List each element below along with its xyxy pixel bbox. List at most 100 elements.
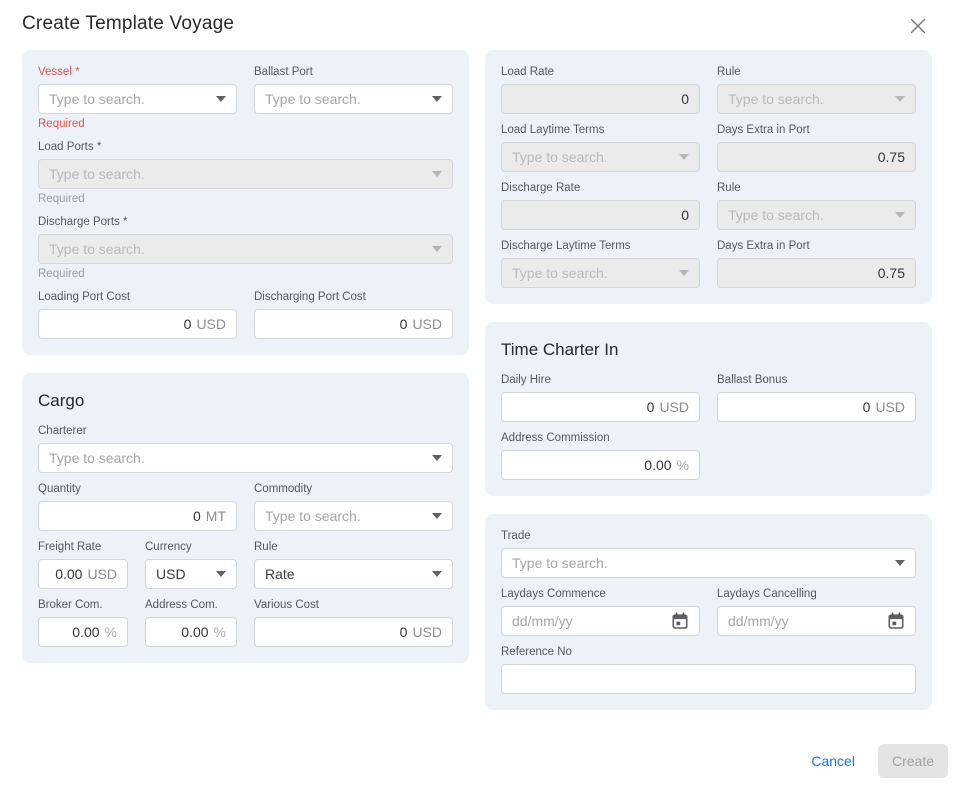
address-com-input[interactable]: 0.00 % — [145, 617, 237, 647]
left-column: Vessel * Type to search. Required Ballas… — [22, 50, 469, 728]
laydays-cancelling-input[interactable]: dd/mm/yy — [717, 606, 916, 636]
load-days-extra-field: Days Extra in Port 0.75 — [717, 124, 916, 172]
chevron-down-icon — [895, 212, 905, 218]
broker-com-value: 0.00 — [72, 624, 100, 640]
various-cost-field: Various Cost 0 USD — [254, 599, 453, 647]
various-cost-label: Various Cost — [254, 599, 319, 611]
close-icon — [910, 18, 926, 37]
time-charter-in-heading: Time Charter In — [501, 340, 619, 359]
laydays-cancelling-placeholder: dd/mm/yy — [728, 613, 789, 629]
discharge-rule-select: Type to search. — [717, 200, 916, 230]
discharge-rate-field: Discharge Rate 0 — [501, 182, 700, 230]
load-rule-field: Rule Type to search. — [717, 66, 916, 114]
discharging-port-cost-input[interactable]: 0 USD — [254, 309, 453, 339]
chevron-down-icon — [216, 571, 226, 577]
voyage-panel: Vessel * Type to search. Required Ballas… — [22, 50, 469, 355]
discharging-port-cost-label: Discharging Port Cost — [254, 291, 366, 303]
load-laytime-field: Load Laytime Terms Type to search. — [501, 124, 700, 172]
load-days-extra-label: Days Extra in Port — [717, 124, 810, 136]
discharging-port-cost-field: Discharging Port Cost 0 USD — [254, 291, 453, 339]
quantity-field: Quantity 0 MT — [38, 483, 237, 531]
currency-select[interactable]: USD — [145, 559, 237, 589]
vessel-select[interactable]: Type to search. — [38, 84, 237, 114]
discharge-ports-placeholder: Type to search. — [49, 241, 145, 257]
load-ports-label: Load Ports * — [38, 141, 102, 153]
trade-select[interactable]: Type to search. — [501, 548, 916, 578]
cargo-rule-label: Rule — [254, 541, 278, 553]
chevron-down-icon — [895, 96, 905, 102]
currency-value: USD — [156, 566, 186, 582]
calendar-icon[interactable] — [671, 612, 689, 630]
load-rule-select: Type to search. — [717, 84, 916, 114]
chevron-down-icon — [679, 154, 689, 160]
freight-rate-value: 0.00 — [55, 566, 83, 582]
load-rate-field: Load Rate 0 — [501, 66, 700, 114]
chevron-down-icon — [432, 571, 442, 577]
right-column: Load Rate 0 Rule Type to search. — [485, 50, 932, 728]
laydays-cancelling-field: Laydays Cancelling dd/mm/yy — [717, 588, 916, 636]
laydays-commence-placeholder: dd/mm/yy — [512, 613, 573, 629]
load-ports-placeholder: Type to search. — [49, 166, 145, 182]
address-commission-value: 0.00 — [644, 457, 672, 473]
trade-label: Trade — [501, 530, 531, 542]
ballast-bonus-label: Ballast Bonus — [717, 374, 788, 386]
reference-no-input[interactable] — [501, 664, 916, 694]
cargo-heading: Cargo — [38, 391, 85, 410]
discharge-rate-value: 0 — [681, 207, 689, 223]
ballast-port-select[interactable]: Type to search. — [254, 84, 453, 114]
currency-label: Currency — [145, 541, 192, 553]
discharging-port-cost-value: 0 — [399, 316, 408, 332]
loading-port-cost-field: Loading Port Cost 0 USD — [38, 291, 237, 339]
trade-placeholder: Type to search. — [512, 555, 608, 571]
vessel-field: Vessel * Type to search. Required — [38, 66, 237, 131]
reference-no-field: Reference No — [501, 646, 916, 694]
load-laytime-terms-select: Type to search. — [501, 142, 700, 172]
trade-field: Trade Type to search. — [501, 530, 916, 578]
cancel-button[interactable]: Cancel — [799, 745, 867, 777]
load-ports-required-helper: Required — [38, 193, 85, 205]
laydays-commence-input[interactable]: dd/mm/yy — [501, 606, 700, 636]
cargo-panel: Cargo Charterer Type to search. Quantity — [22, 373, 469, 663]
freight-rate-label: Freight Rate — [38, 541, 102, 553]
address-com-unit: % — [213, 624, 226, 640]
various-cost-input[interactable]: 0 USD — [254, 617, 453, 647]
daily-hire-input[interactable]: 0 USD — [501, 392, 700, 422]
load-laytime-placeholder: Type to search. — [512, 149, 608, 165]
commodity-field: Commodity Type to search. — [254, 483, 453, 531]
ballast-bonus-unit: USD — [875, 399, 905, 415]
chevron-down-icon — [679, 270, 689, 276]
commodity-placeholder: Type to search. — [265, 508, 361, 524]
ballast-bonus-input[interactable]: 0 USD — [717, 392, 916, 422]
loading-port-cost-input[interactable]: 0 USD — [38, 309, 237, 339]
discharge-laytime-placeholder: Type to search. — [512, 265, 608, 281]
quantity-input[interactable]: 0 MT — [38, 501, 237, 531]
commodity-select[interactable]: Type to search. — [254, 501, 453, 531]
freight-rate-input[interactable]: 0.00 USD — [38, 559, 128, 589]
daily-hire-unit: USD — [659, 399, 689, 415]
laydays-commence-field: Laydays Commence dd/mm/yy — [501, 588, 700, 636]
chevron-down-icon — [432, 96, 442, 102]
calendar-icon[interactable] — [887, 612, 905, 630]
address-commission-input[interactable]: 0.00 % — [501, 450, 700, 480]
broker-com-input[interactable]: 0.00 % — [38, 617, 128, 647]
discharge-rule-placeholder: Type to search. — [728, 207, 824, 223]
cargo-rule-select[interactable]: Rate — [254, 559, 453, 589]
charterer-select[interactable]: Type to search. — [38, 443, 453, 473]
discharge-ports-field: Discharge Ports * Type to search. Requir… — [38, 216, 453, 281]
cargo-rule-field: Rule Rate — [254, 541, 453, 589]
trade-panel: Trade Type to search. Laydays Commence d… — [485, 514, 932, 710]
commodity-label: Commodity — [254, 483, 313, 495]
chevron-down-icon — [432, 171, 442, 177]
broker-com-unit: % — [104, 624, 117, 640]
ballast-port-field: Ballast Port Type to search. — [254, 66, 453, 131]
chevron-down-icon — [432, 246, 442, 252]
discharge-days-extra-value: 0.75 — [877, 265, 905, 281]
ballast-port-placeholder: Type to search. — [265, 91, 361, 107]
close-button[interactable] — [906, 14, 930, 38]
charterer-field: Charterer Type to search. — [38, 425, 453, 473]
load-days-extra-value: 0.75 — [877, 149, 905, 165]
address-commission-field: Address Commission 0.00 % — [501, 432, 700, 480]
daily-hire-label: Daily Hire — [501, 374, 551, 386]
loading-port-cost-label: Loading Port Cost — [38, 291, 131, 303]
quantity-unit: MT — [205, 508, 226, 524]
